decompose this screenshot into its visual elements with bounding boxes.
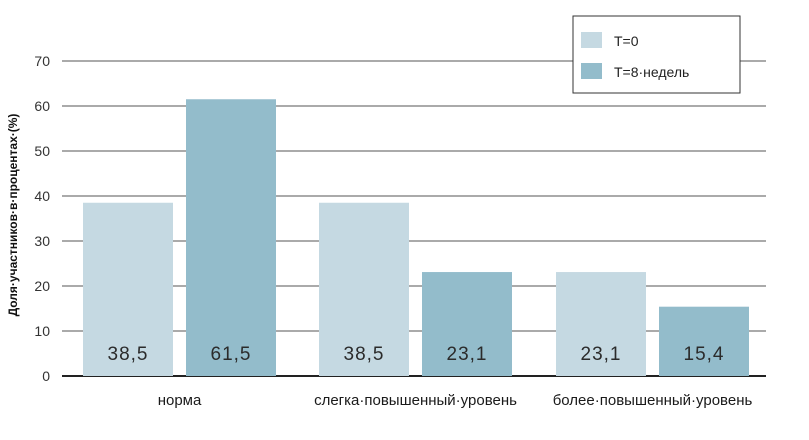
- data-label: 23,1: [581, 344, 622, 365]
- legend: T=0 T=8·недель: [572, 15, 741, 94]
- data-label: 38,5: [108, 344, 149, 365]
- legend-box: [572, 15, 741, 94]
- legend-label-t0: T=0: [614, 33, 639, 49]
- y-tick-label: 40: [34, 188, 50, 204]
- gridlines: [62, 60, 766, 377]
- data-label: 61,5: [211, 344, 252, 365]
- legend-swatch-t8: [581, 63, 602, 79]
- y-axis-label: Доля·участников·в·процентах·(%): [6, 114, 20, 317]
- bar: [83, 202, 173, 376]
- bar: [319, 202, 409, 376]
- data-label: 15,4: [684, 344, 725, 365]
- y-tick-label: 0: [42, 368, 50, 384]
- bars: 38,5 61,5 38,5 23,1 23,1 15,4: [83, 99, 749, 376]
- y-tick-label: 70: [34, 53, 50, 69]
- legend-swatch-t0: [581, 32, 602, 48]
- y-tick-label: 60: [34, 98, 50, 114]
- y-tick-label: 10: [34, 323, 50, 339]
- y-tick-label: 20: [34, 278, 50, 294]
- data-label: 23,1: [447, 344, 488, 365]
- bar: [659, 306, 749, 376]
- category-labels: норма слегка·повышенный·уровень более·повы…: [158, 392, 753, 409]
- category-label: норма: [158, 392, 202, 409]
- data-label: 38,5: [344, 344, 385, 365]
- category-label: слегка·повышенный·уровень: [314, 392, 517, 409]
- bar: [422, 272, 512, 376]
- y-tick-label: 30: [34, 233, 50, 249]
- bar: [186, 99, 276, 376]
- bar: [556, 272, 646, 376]
- y-tick-label: 50: [34, 143, 50, 159]
- legend-label-t8: T=8·недель: [614, 64, 689, 80]
- category-label: более·повышенный·уровень: [553, 392, 753, 409]
- y-tick-labels: 0 10 20 30 40 50 60 70: [34, 53, 50, 384]
